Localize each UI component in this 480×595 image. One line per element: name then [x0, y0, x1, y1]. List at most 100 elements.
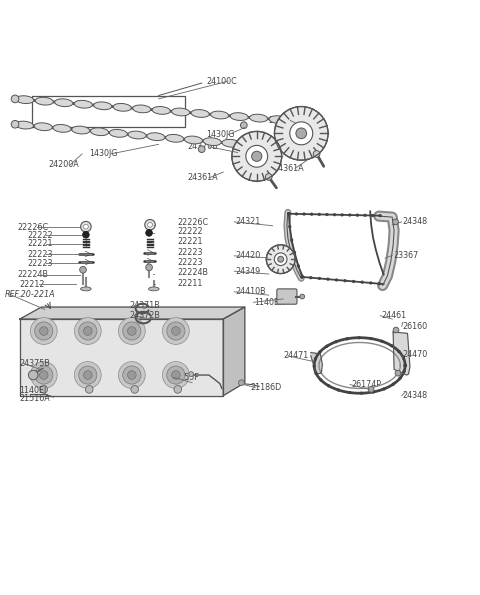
Circle shape [313, 151, 320, 157]
Ellipse shape [35, 98, 53, 105]
Ellipse shape [166, 134, 184, 142]
Circle shape [265, 174, 272, 180]
Circle shape [404, 364, 407, 367]
Circle shape [296, 128, 307, 139]
Circle shape [393, 327, 399, 333]
Circle shape [356, 214, 359, 217]
Ellipse shape [113, 104, 132, 111]
Text: 22223: 22223 [27, 250, 52, 259]
Circle shape [381, 340, 384, 343]
Ellipse shape [15, 121, 34, 129]
Circle shape [131, 386, 139, 393]
Circle shape [310, 213, 313, 215]
Circle shape [171, 371, 180, 380]
Circle shape [318, 277, 321, 280]
Text: 24471: 24471 [283, 352, 308, 361]
Text: 26174P: 26174P [351, 380, 381, 389]
Circle shape [79, 366, 97, 384]
Ellipse shape [91, 128, 108, 136]
Ellipse shape [34, 123, 52, 131]
Ellipse shape [230, 112, 248, 120]
Circle shape [378, 282, 381, 285]
Circle shape [11, 120, 19, 128]
Circle shape [361, 281, 364, 284]
Ellipse shape [152, 107, 170, 114]
Circle shape [79, 322, 97, 340]
Circle shape [290, 239, 293, 242]
Polygon shape [20, 307, 245, 319]
Circle shape [348, 391, 351, 394]
Text: 22223: 22223 [27, 259, 52, 268]
Circle shape [74, 362, 101, 389]
Circle shape [325, 345, 328, 347]
Ellipse shape [184, 136, 203, 144]
Circle shape [371, 214, 374, 217]
Ellipse shape [109, 130, 127, 137]
Text: 24420: 24420 [235, 251, 261, 261]
Ellipse shape [172, 108, 190, 116]
Circle shape [239, 380, 244, 386]
Circle shape [128, 327, 136, 336]
Circle shape [379, 214, 382, 217]
Circle shape [320, 378, 323, 381]
Circle shape [315, 372, 318, 375]
Circle shape [393, 219, 398, 225]
Text: 24348: 24348 [403, 391, 428, 400]
Circle shape [318, 213, 321, 216]
Text: REF.20-221A: REF.20-221A [4, 290, 55, 299]
Circle shape [335, 278, 338, 281]
Circle shape [74, 318, 101, 345]
Circle shape [397, 350, 400, 353]
Polygon shape [393, 332, 410, 375]
Text: 22223: 22223 [178, 248, 204, 257]
Circle shape [162, 362, 189, 389]
Ellipse shape [269, 116, 287, 124]
Text: 24372B: 24372B [129, 311, 160, 320]
Ellipse shape [81, 287, 91, 291]
Text: 24321: 24321 [235, 217, 261, 226]
Circle shape [309, 276, 312, 279]
Circle shape [372, 390, 375, 393]
Text: 22226C: 22226C [17, 223, 48, 231]
Circle shape [399, 377, 401, 380]
Circle shape [288, 226, 291, 228]
Circle shape [167, 322, 185, 340]
Text: 24410B: 24410B [235, 287, 266, 296]
Circle shape [162, 318, 189, 345]
Text: 21516A: 21516A [19, 393, 49, 402]
Circle shape [123, 322, 141, 340]
Circle shape [290, 122, 313, 145]
Ellipse shape [203, 137, 221, 146]
Circle shape [368, 387, 374, 392]
Ellipse shape [74, 101, 92, 108]
Circle shape [337, 389, 340, 392]
Text: 22222: 22222 [27, 231, 53, 240]
Circle shape [198, 146, 205, 152]
Circle shape [171, 327, 180, 336]
Circle shape [240, 122, 247, 129]
Circle shape [35, 366, 53, 384]
Circle shape [84, 327, 92, 336]
Circle shape [333, 213, 336, 216]
Text: 24470: 24470 [403, 350, 428, 359]
Circle shape [189, 372, 193, 377]
Text: 23367: 23367 [393, 251, 419, 260]
Ellipse shape [72, 126, 90, 134]
Text: 1430JG: 1430JG [206, 130, 235, 139]
Ellipse shape [211, 111, 229, 119]
Circle shape [390, 345, 393, 347]
Ellipse shape [132, 105, 151, 113]
Ellipse shape [147, 133, 165, 140]
Text: 26160: 26160 [403, 322, 428, 331]
Text: 22221: 22221 [178, 237, 204, 246]
Text: 1430JG: 1430JG [89, 149, 118, 158]
Circle shape [318, 350, 321, 353]
Circle shape [314, 358, 317, 361]
Circle shape [370, 337, 372, 340]
Circle shape [119, 318, 145, 345]
Circle shape [293, 251, 296, 254]
Text: 22224B: 22224B [178, 268, 209, 277]
FancyBboxPatch shape [277, 289, 297, 304]
Circle shape [301, 275, 304, 278]
Ellipse shape [222, 139, 240, 147]
